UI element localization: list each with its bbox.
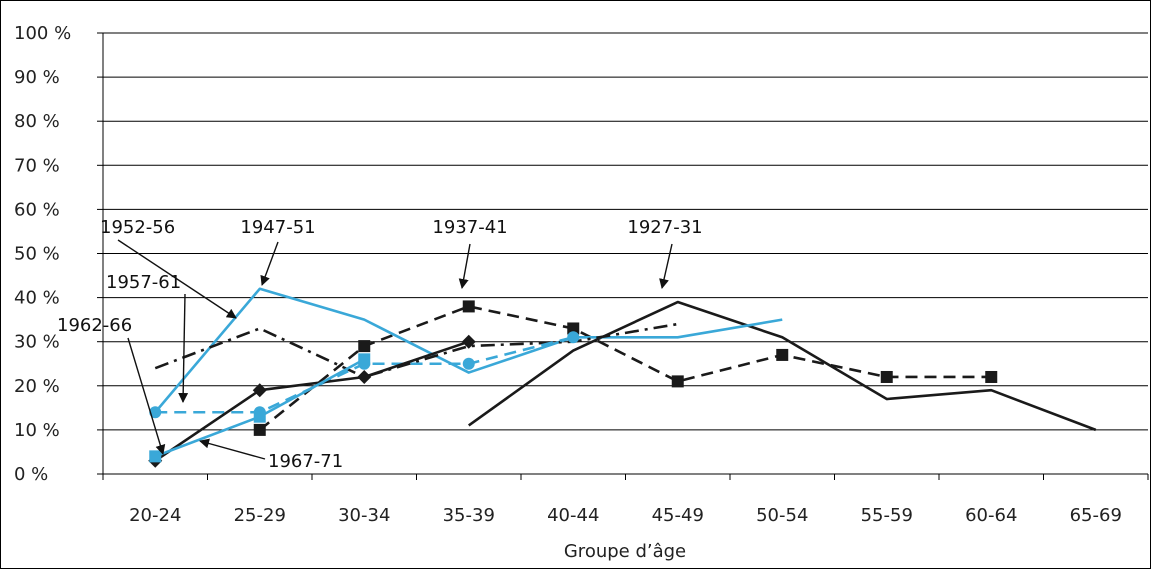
x-axis-title: Groupe d’âge	[564, 541, 686, 562]
annotation-arrow	[260, 241, 279, 286]
annotation-label: 1947-51	[240, 217, 315, 238]
data-point	[776, 348, 789, 361]
annotation-label: 1952-56	[100, 217, 175, 238]
annotation-label: 1957-61	[106, 272, 181, 293]
y-tick-label: 70 %	[14, 155, 60, 176]
annotation-label: 1937-41	[432, 217, 507, 238]
annotation-arrow	[178, 293, 189, 403]
x-tick-labels: 20-24 25-29 30-34 35-39 40-44 45-49 50-54 55-59…	[129, 505, 1122, 526]
x-tick-label: 25-29	[234, 505, 286, 526]
annotation-arrow	[659, 243, 673, 289]
x-tick-label: 45-49	[652, 505, 704, 526]
x-tick-label: 55-59	[861, 505, 913, 526]
x-tick-label: 60-64	[965, 505, 1017, 526]
gridlines	[97, 32, 1148, 475]
y-tick-labels: 0 % 10 % 20 % 30 % 40 % 50 % 60 % 70 % 80 % 90 % 1…	[14, 23, 71, 485]
data-point	[461, 334, 476, 349]
series-line	[258, 305, 992, 431]
y-tick-label: 30 %	[14, 332, 60, 353]
annotation-label: 1962-66	[57, 315, 132, 336]
data-point	[462, 357, 475, 370]
annotation-label: 1967-71	[268, 451, 343, 472]
data-point	[985, 370, 998, 383]
x-tick-label: 65-69	[1070, 505, 1122, 526]
series-line	[467, 300, 1097, 432]
series-lines	[154, 287, 1097, 462]
y-tick-label: 40 %	[14, 288, 60, 309]
annotation-arrow	[127, 337, 166, 455]
y-tick-label: 50 %	[14, 244, 60, 265]
data-point	[462, 300, 475, 313]
y-tick-label: 90 %	[14, 67, 60, 88]
y-tick-label: 80 %	[14, 111, 60, 132]
y-tick-label: 20 %	[14, 376, 60, 397]
data-point	[252, 383, 267, 398]
series-markers	[148, 300, 998, 468]
annotation-arrow	[117, 239, 237, 319]
series-line	[154, 287, 783, 414]
y-tick-label: 60 %	[14, 199, 60, 220]
x-tick-label: 50-54	[756, 505, 808, 526]
data-point	[567, 331, 580, 344]
y-tick-label: 0 %	[14, 464, 48, 485]
data-point	[149, 406, 162, 419]
x-tick-label: 20-24	[129, 505, 181, 526]
data-point	[567, 322, 580, 335]
data-point	[671, 375, 684, 388]
series-line	[154, 340, 470, 462]
data-point	[358, 340, 371, 353]
data-point	[880, 370, 893, 383]
annotation-arrow	[458, 243, 471, 289]
axes	[102, 33, 1149, 480]
x-tick-label: 40-44	[547, 505, 599, 526]
data-point	[358, 353, 371, 366]
data-point	[253, 423, 266, 436]
y-tick-label: 100 %	[14, 23, 71, 44]
annotations: 1927-31 1937-41 1947-51 1952-56 1957-61 1962-…	[57, 217, 703, 472]
annotation-label: 1927-31	[627, 217, 702, 238]
x-tick-label: 35-39	[443, 505, 495, 526]
data-point	[253, 410, 266, 423]
y-tick-label: 10 %	[14, 420, 60, 441]
series-line	[154, 322, 678, 379]
data-point	[357, 369, 372, 384]
annotation-arrow	[199, 438, 266, 460]
data-point	[149, 450, 162, 463]
x-tick-label: 30-34	[338, 505, 390, 526]
